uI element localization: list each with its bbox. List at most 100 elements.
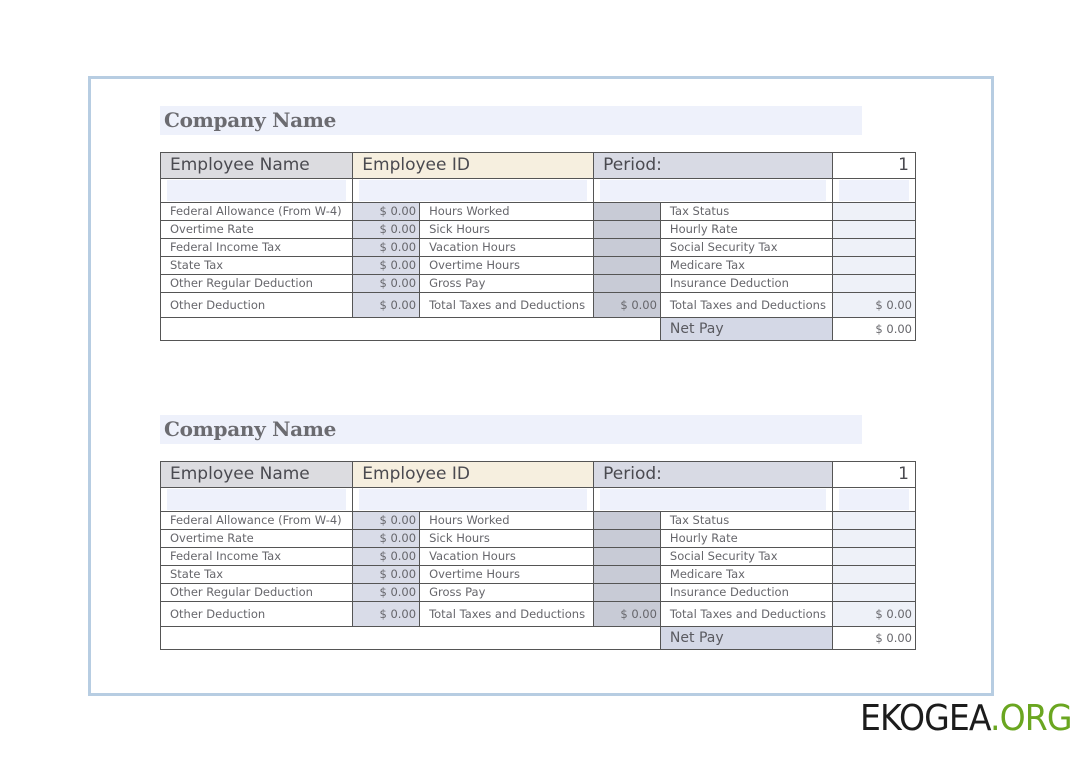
row-label: Other Regular Deduction	[159, 583, 354, 602]
mid-input[interactable]	[593, 256, 661, 275]
row-value[interactable]: $ 0.00	[352, 274, 421, 293]
right-input[interactable]	[831, 238, 917, 257]
period-field[interactable]	[593, 487, 833, 512]
period-header: Period:	[593, 461, 833, 488]
mid-label: Vacation Hours	[419, 238, 595, 257]
right-label: Tax Status	[659, 511, 833, 530]
mid-label: Vacation Hours	[419, 547, 595, 566]
row-label: State Tax	[159, 256, 354, 275]
right-input[interactable]	[831, 274, 917, 293]
right-total-value: $ 0.00	[831, 292, 917, 318]
net-pay-value: $ 0.00	[831, 317, 917, 341]
mid-input[interactable]	[593, 565, 661, 584]
mid-input[interactable]	[593, 529, 661, 548]
row-label: Federal Income Tax	[159, 547, 354, 566]
logo-suffix: .ORG	[990, 698, 1073, 739]
net-pay-value: $ 0.00	[831, 626, 917, 650]
right-input[interactable]	[831, 529, 917, 548]
row-label: Federal Income Tax	[159, 238, 354, 257]
right-label: Tax Status	[659, 202, 833, 221]
row-value[interactable]: $ 0.00	[352, 583, 421, 602]
other-deduction-value[interactable]: $ 0.00	[352, 601, 421, 627]
row-value[interactable]: $ 0.00	[352, 220, 421, 239]
right-label: Insurance Deduction	[659, 583, 833, 602]
row-value[interactable]: $ 0.00	[352, 256, 421, 275]
mid-total-label: Total Taxes and Deductions	[419, 292, 595, 318]
right-input[interactable]	[831, 565, 917, 584]
paystub-table: Employee Name Employee ID Period: 1 Federal …	[159, 152, 917, 341]
mid-label: Overtime Hours	[419, 256, 595, 275]
right-label: Medicare Tax	[659, 256, 833, 275]
right-input[interactable]	[831, 547, 917, 566]
right-total-value: $ 0.00	[831, 601, 917, 627]
logo-main: EKOGEA	[860, 698, 991, 739]
mid-input[interactable]	[593, 511, 661, 530]
right-total-label: Total Taxes and Deductions	[659, 601, 833, 627]
row-value[interactable]: $ 0.00	[352, 565, 421, 584]
employee-id-header: Employee ID	[352, 152, 595, 179]
mid-input[interactable]	[593, 547, 661, 566]
mid-input[interactable]	[593, 220, 661, 239]
employee-name-header: Employee Name	[159, 461, 354, 488]
row-label: State Tax	[159, 565, 354, 584]
row-value[interactable]: $ 0.00	[352, 202, 421, 221]
row-label: Overtime Rate	[159, 529, 354, 548]
mid-input[interactable]	[593, 202, 661, 221]
mid-label: Overtime Hours	[419, 565, 595, 584]
mid-label: Gross Pay	[419, 583, 595, 602]
period-header: Period:	[593, 152, 833, 179]
mid-total-label: Total Taxes and Deductions	[419, 601, 595, 627]
net-pay-label: Net Pay	[659, 626, 833, 650]
mid-label: Sick Hours	[419, 529, 595, 548]
row-label: Federal Allowance (From W-4)	[159, 511, 354, 530]
period-number: 1	[831, 152, 917, 179]
mid-label: Hours Worked	[419, 202, 595, 221]
right-label: Insurance Deduction	[659, 274, 833, 293]
right-input[interactable]	[831, 583, 917, 602]
right-input[interactable]	[831, 220, 917, 239]
right-label: Hourly Rate	[659, 220, 833, 239]
net-pay-spacer	[160, 317, 661, 341]
other-deduction-value[interactable]: $ 0.00	[352, 292, 421, 318]
row-label: Overtime Rate	[159, 220, 354, 239]
other-deduction-label: Other Deduction	[159, 292, 354, 318]
employee-id-field[interactable]	[352, 178, 595, 203]
period-number-field[interactable]	[831, 178, 917, 203]
mid-label: Sick Hours	[419, 220, 595, 239]
row-value[interactable]: $ 0.00	[352, 238, 421, 257]
employee-name-field[interactable]	[159, 178, 354, 203]
mid-input[interactable]	[593, 274, 661, 293]
employee-id-field[interactable]	[352, 487, 595, 512]
right-input[interactable]	[831, 511, 917, 530]
company-name: Company Name	[160, 106, 862, 135]
right-input[interactable]	[831, 202, 917, 221]
mid-input[interactable]	[593, 583, 661, 602]
right-label: Social Security Tax	[659, 238, 833, 257]
right-label: Hourly Rate	[659, 529, 833, 548]
period-field[interactable]	[593, 178, 833, 203]
watermark-logo: EKOGEA.ORG	[860, 698, 1073, 739]
period-number: 1	[831, 461, 917, 488]
right-input[interactable]	[831, 256, 917, 275]
company-name: Company Name	[160, 415, 862, 444]
right-label: Medicare Tax	[659, 565, 833, 584]
row-value[interactable]: $ 0.00	[352, 511, 421, 530]
row-value[interactable]: $ 0.00	[352, 529, 421, 548]
right-total-label: Total Taxes and Deductions	[659, 292, 833, 318]
period-number-field[interactable]	[831, 487, 917, 512]
row-label: Federal Allowance (From W-4)	[159, 202, 354, 221]
employee-name-header: Employee Name	[159, 152, 354, 179]
row-value[interactable]: $ 0.00	[352, 547, 421, 566]
mid-total-value: $ 0.00	[593, 601, 661, 627]
other-deduction-label: Other Deduction	[159, 601, 354, 627]
right-label: Social Security Tax	[659, 547, 833, 566]
mid-input[interactable]	[593, 238, 661, 257]
net-pay-label: Net Pay	[659, 317, 833, 341]
employee-id-header: Employee ID	[352, 461, 595, 488]
net-pay-spacer	[160, 626, 661, 650]
mid-label: Hours Worked	[419, 511, 595, 530]
row-label: Other Regular Deduction	[159, 274, 354, 293]
mid-total-value: $ 0.00	[593, 292, 661, 318]
employee-name-field[interactable]	[159, 487, 354, 512]
mid-label: Gross Pay	[419, 274, 595, 293]
